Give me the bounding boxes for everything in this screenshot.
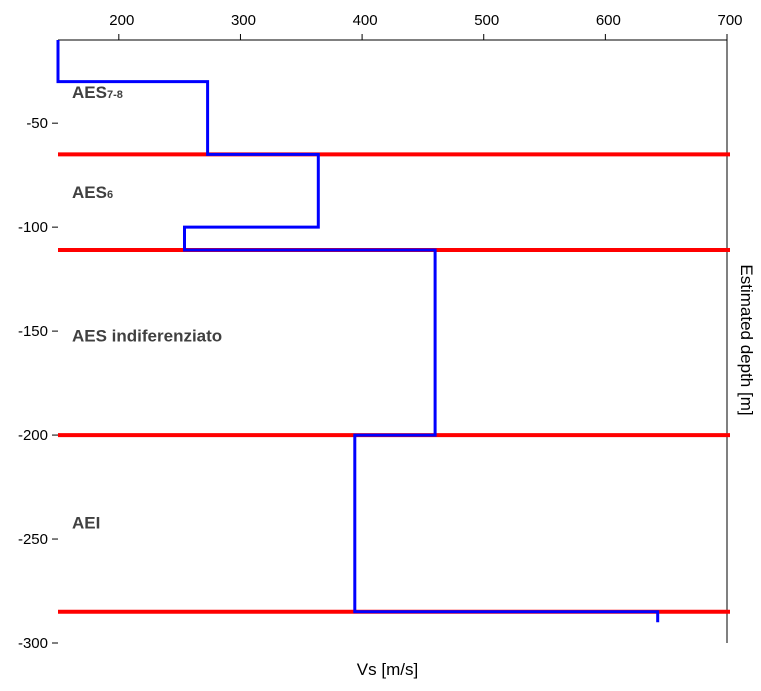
y-tick-label--250: -250 (18, 531, 48, 548)
y-axis: -50 -100 -150 -200 -250 -300 (18, 115, 58, 652)
chart-marks (56, 40, 730, 623)
unit-label-2: AES6 (72, 183, 113, 202)
y-tick-label--300: -300 (18, 635, 48, 652)
plot-area (58, 39, 728, 643)
x-axis-title: Vs [m/s] (357, 660, 418, 679)
y-tick-label--200: -200 (18, 427, 48, 444)
y-tick-label--100: -100 (18, 219, 48, 236)
x-axis: 200 300 400 500 600 700 (109, 12, 743, 40)
unit-label-3: AES indiferenziato (72, 327, 222, 346)
y-axis-title: Estimated depth [m] (737, 264, 756, 415)
x-tick-label-600: 600 (596, 12, 621, 29)
x-tick-label-500: 500 (474, 12, 499, 29)
unit-label-1: AES7-8 (72, 83, 123, 102)
x-tick-label-400: 400 (353, 12, 378, 29)
y-tick-label--150: -150 (18, 323, 48, 340)
unit-label-subscript: 7-8 (107, 89, 123, 101)
vs-profile-line (56, 40, 660, 623)
x-tick-label-300: 300 (231, 12, 256, 29)
x-tick-label-200: 200 (109, 12, 134, 29)
unit-label-subscript: 6 (107, 189, 113, 201)
y-tick-label--50: -50 (26, 115, 48, 132)
unit-label-4: AEI (72, 514, 100, 533)
x-tick-label-700: 700 (717, 12, 742, 29)
unit-labels: AES7-8 AES6 AES indiferenziato AEI (72, 83, 222, 532)
